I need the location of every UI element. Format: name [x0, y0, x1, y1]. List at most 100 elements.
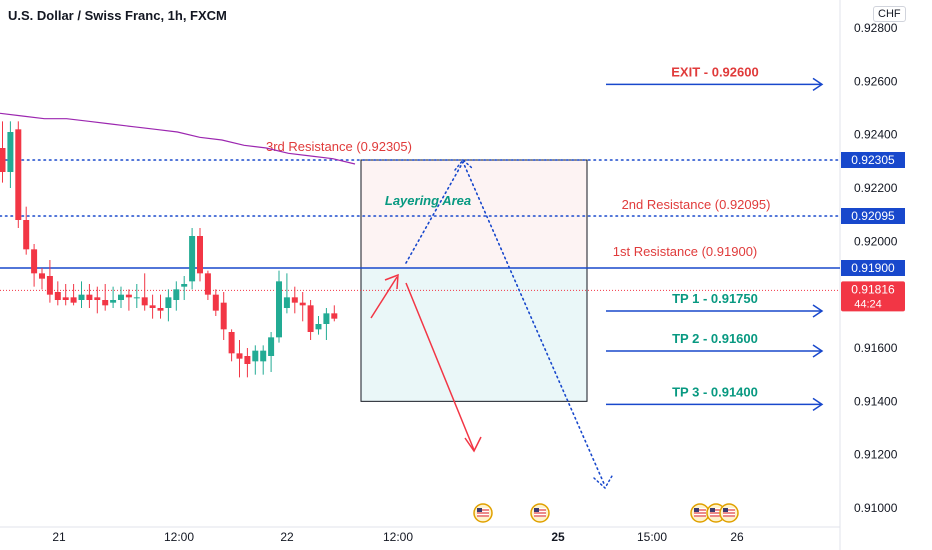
candle-body [315, 324, 322, 330]
target-arrow-head [812, 77, 824, 91]
drop-arrow-line [405, 282, 475, 451]
layering-zone-upper [360, 159, 588, 269]
us-flag-event-icon[interactable] [473, 503, 493, 523]
candle-body [23, 220, 30, 250]
time-tick-label: 12:00 [164, 530, 194, 544]
us-flag-event-icon[interactable] [719, 503, 739, 523]
price-tick-label: 0.92600 [854, 74, 898, 88]
candle-body [173, 289, 180, 300]
candle-body [31, 249, 38, 274]
candle-body [204, 273, 211, 295]
candle-body [283, 297, 290, 308]
resistance-3-label: 3rd Resistance (0.92305) [266, 139, 412, 154]
moving-average-line [0, 112, 356, 165]
time-tick-label: 25 [551, 530, 565, 544]
candle-body [220, 302, 227, 330]
time-tick-label: 12:00 [383, 530, 413, 544]
candle-body [197, 236, 203, 274]
bar-countdown-text: 44:24 [854, 298, 882, 310]
candle-body [39, 273, 45, 279]
bounce-arrow-line [370, 276, 398, 319]
resistance-price-tag-text: 0.92095 [851, 209, 895, 223]
projection-peak-head [454, 158, 473, 171]
candle-body [125, 294, 132, 298]
projection-dotted-path [405, 160, 606, 487]
current-price-tag [841, 281, 905, 312]
candle-body [299, 302, 306, 306]
candle-body [133, 297, 140, 299]
candle-body [141, 297, 148, 306]
layering-zone-lower [360, 267, 588, 402]
price-tick-label: 0.91400 [854, 394, 898, 408]
price-tick-label: 0.91600 [854, 341, 898, 355]
candle-body [157, 308, 164, 311]
target-arrow-head [812, 397, 824, 411]
candle-body [149, 305, 156, 308]
target-label: TP 3 - 0.91400 [672, 384, 758, 399]
candle-body [181, 284, 188, 287]
candle-body [189, 236, 196, 282]
currency-button[interactable]: CHF [873, 6, 906, 22]
resistance-price-tag [841, 152, 905, 168]
price-tick-label: 0.92800 [854, 21, 898, 35]
resistance-price-tag [841, 260, 905, 276]
bounce-arrow-head [384, 273, 399, 290]
candle-body [268, 337, 275, 356]
candle-body [252, 350, 259, 362]
price-tick-label: 0.92200 [854, 181, 898, 195]
resistance-price-tag-text: 0.91900 [851, 261, 895, 275]
candle-body [70, 297, 77, 303]
target-arrow-head [812, 344, 824, 358]
price-tick-label: 0.92400 [854, 128, 898, 142]
chart-title: U.S. Dollar / Swiss Franc, 1h, FXCM [8, 8, 227, 23]
candle-body [118, 294, 124, 300]
flag-canton [477, 508, 482, 512]
time-tick-label: 26 [730, 530, 744, 544]
candle-body [276, 281, 282, 338]
us-flag-event-icon[interactable] [690, 503, 710, 523]
flag-canton [694, 508, 699, 512]
candle-body [62, 297, 69, 300]
flag-canton [534, 508, 539, 512]
resistance-1-label: 1st Resistance (0.91900) [613, 244, 758, 259]
candle-body [110, 300, 117, 303]
time-tick-label: 21 [52, 530, 66, 544]
candle-body [236, 353, 243, 359]
flag-canton [723, 508, 728, 512]
candle-body [46, 276, 53, 295]
layering-area-label: Layering Area [385, 193, 471, 208]
time-tick-label: 22 [280, 530, 294, 544]
target-label: EXIT - 0.92600 [671, 64, 758, 79]
current-price-text: 0.91816 [851, 282, 895, 296]
candle-body [291, 297, 298, 303]
candle-body [54, 292, 61, 300]
resistance-price-tag-text: 0.92305 [851, 153, 895, 167]
resistance-price-tag [841, 208, 905, 224]
price-tick-label: 0.92000 [854, 234, 898, 248]
flag-canton [710, 508, 715, 512]
target-arrow-head [812, 304, 824, 318]
candle-body [212, 294, 219, 311]
candle-body [15, 129, 22, 220]
candle-body [260, 350, 267, 362]
target-label: TP 1 - 0.91750 [672, 291, 758, 306]
resistance-2-label: 2nd Resistance (0.92095) [622, 197, 771, 212]
candle-body [331, 313, 338, 319]
candle-body [94, 297, 101, 300]
candle-body [323, 313, 330, 324]
candle-body [307, 305, 314, 332]
candle-body [78, 294, 85, 300]
candle-body [86, 294, 93, 300]
time-tick-label: 15:00 [637, 530, 667, 544]
target-label: TP 2 - 0.91600 [672, 331, 758, 346]
us-flag-event-icon[interactable] [530, 503, 550, 523]
price-tick-label: 0.91200 [854, 448, 898, 462]
candle-body [7, 132, 14, 172]
candle-body [228, 332, 235, 354]
projection-end-head [593, 475, 613, 490]
candle-body [0, 148, 6, 172]
candle-body [165, 297, 172, 308]
candle-body [102, 300, 109, 306]
candle-body [244, 356, 251, 364]
